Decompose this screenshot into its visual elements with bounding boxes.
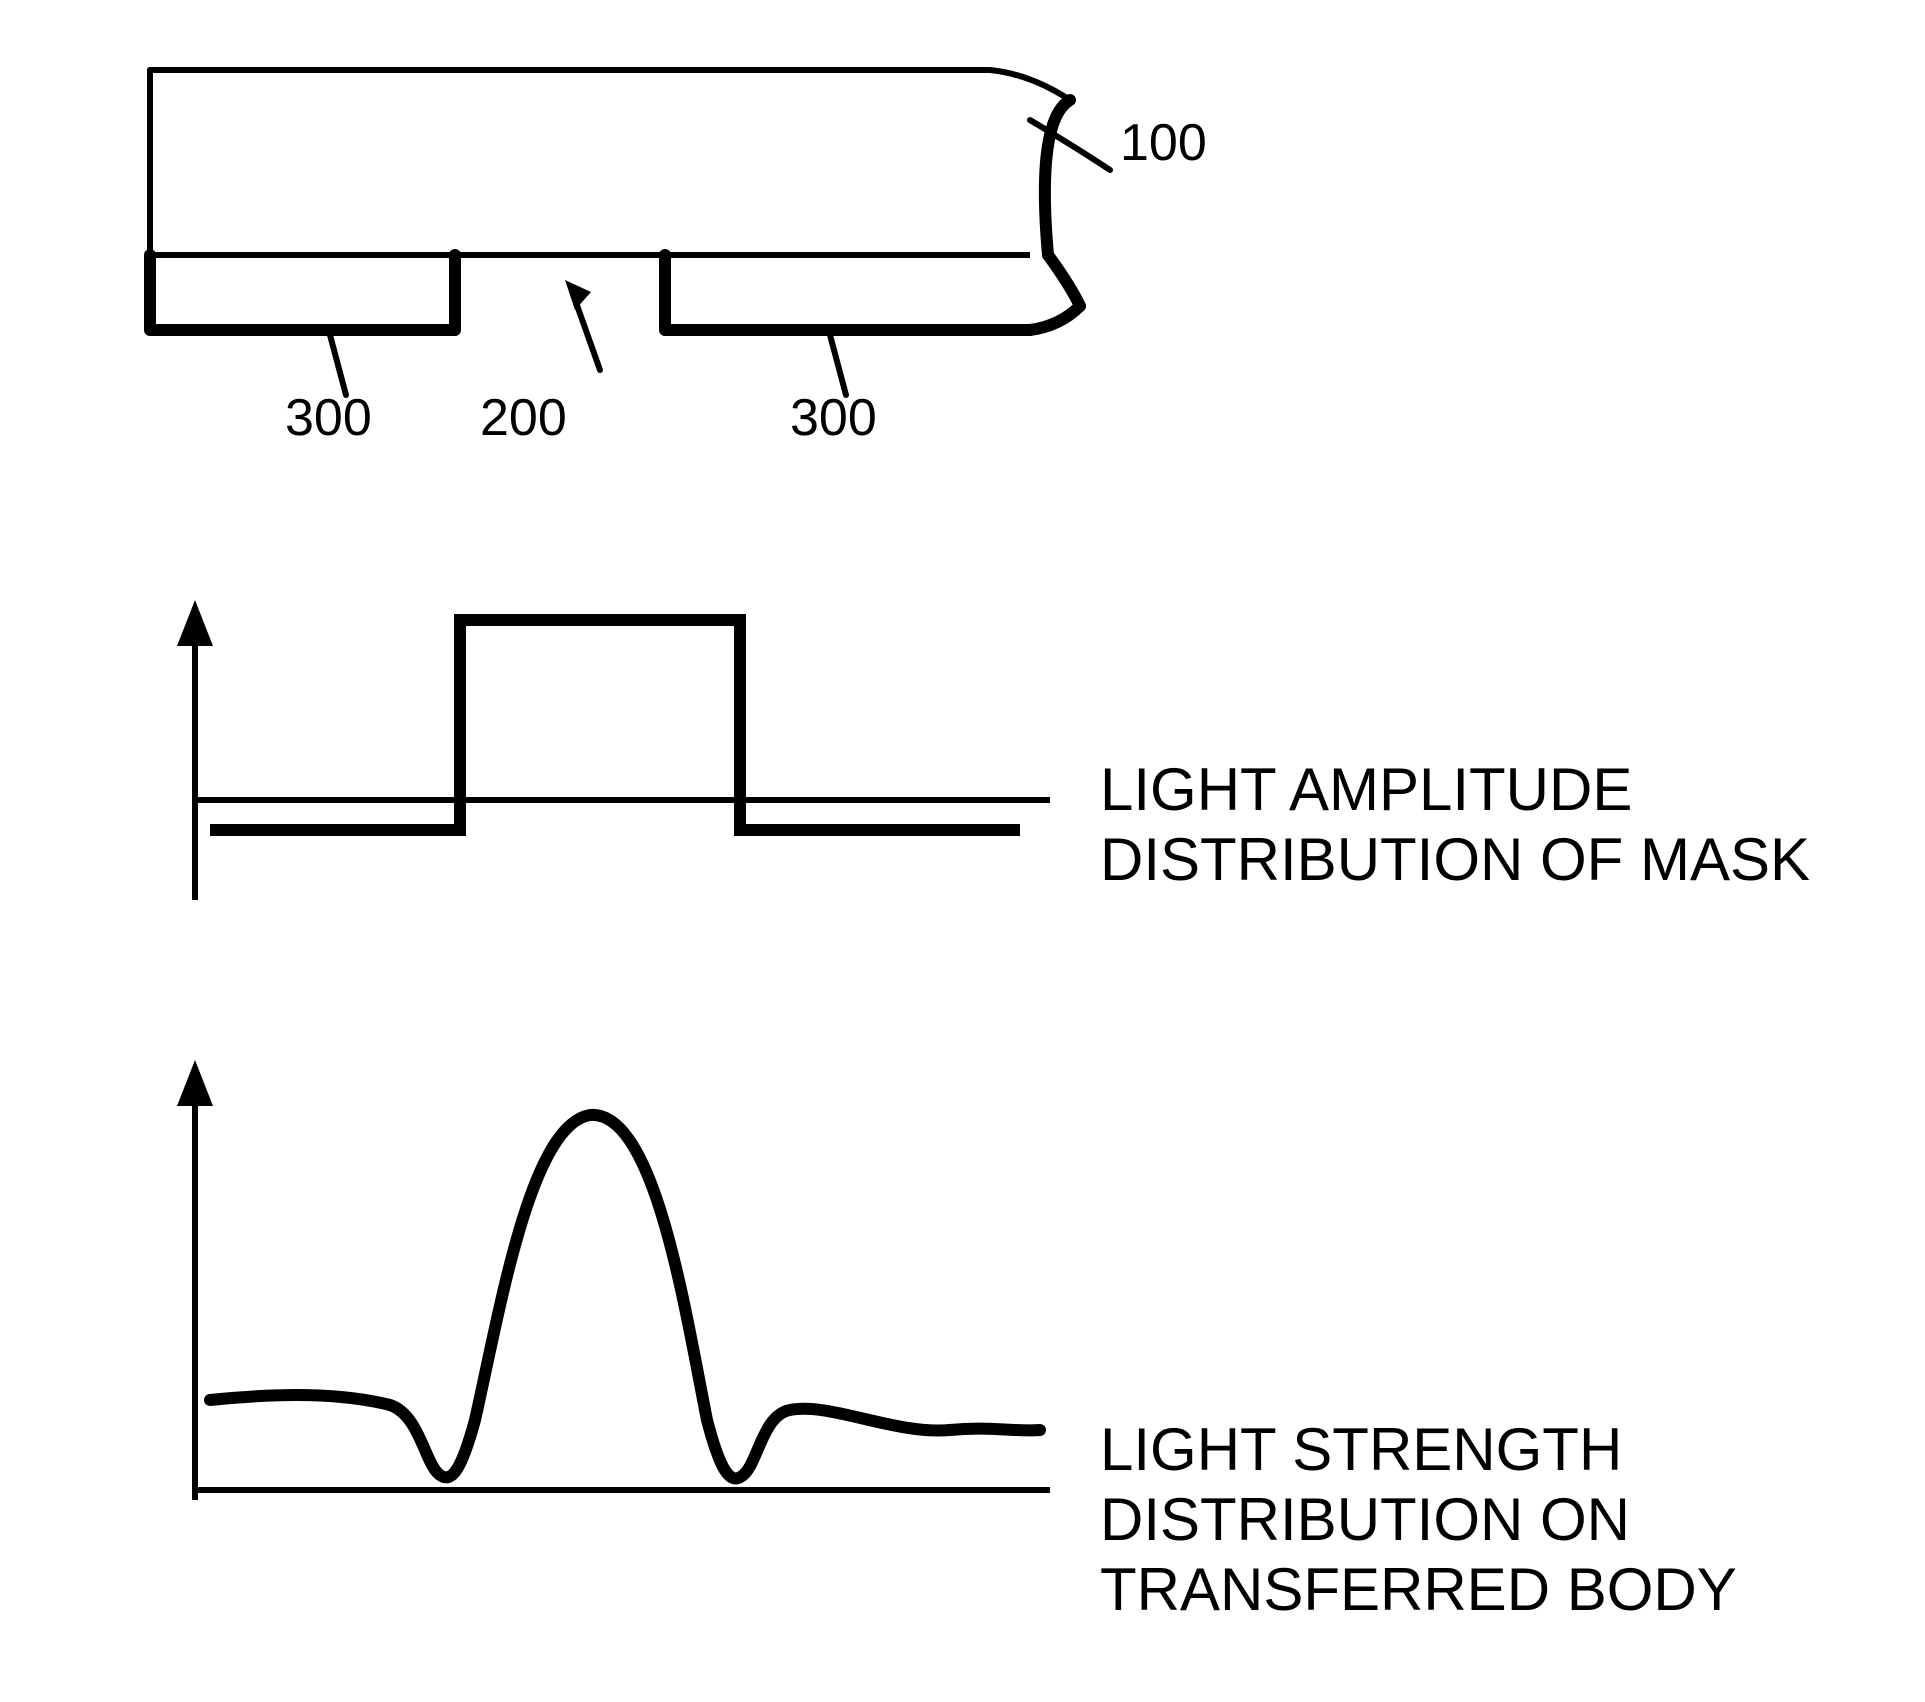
callout-100-text: 100	[1120, 114, 1207, 172]
callout-200-text: 200	[480, 389, 567, 447]
callout-300-left-text: 300	[285, 389, 372, 447]
callout-300-right-text: 300	[790, 389, 877, 447]
strength-curve	[210, 1115, 1040, 1479]
amplitude-caption-2: DISTRIBUTION OF MASK	[1100, 826, 1810, 893]
strength-caption-3: TRANSFERRED BODY	[1100, 1556, 1737, 1623]
strength-caption-1: LIGHT STRENGTH	[1100, 1416, 1622, 1483]
amplitude-caption-1: LIGHT AMPLITUDE	[1100, 756, 1632, 823]
strength-caption-2: DISTRIBUTION ON	[1100, 1486, 1630, 1553]
